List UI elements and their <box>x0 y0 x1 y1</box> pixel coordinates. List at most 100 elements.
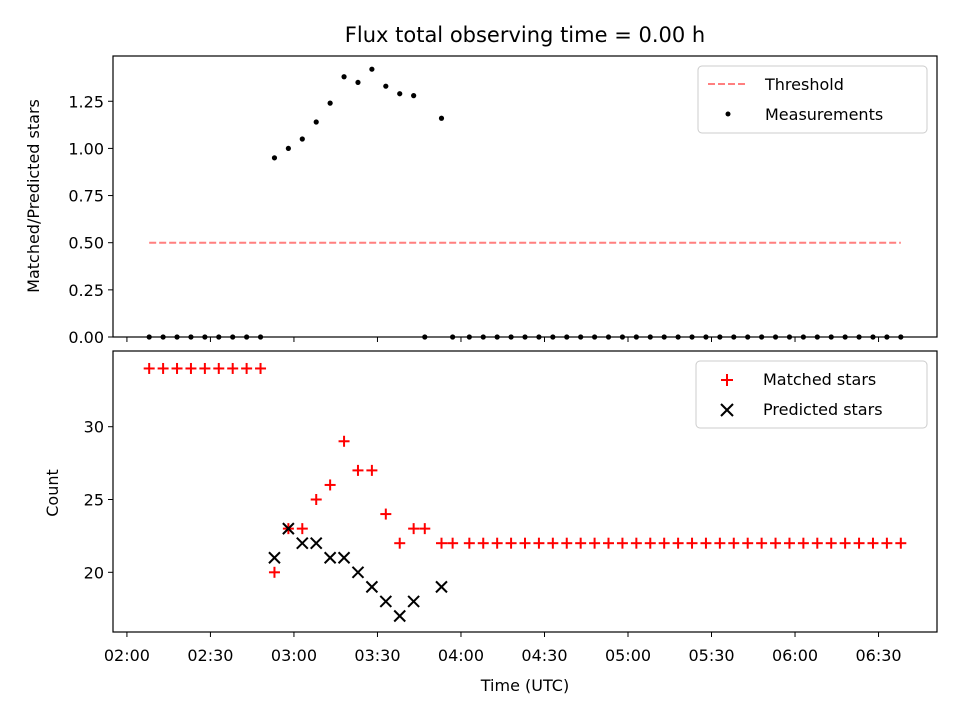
matched-star-point <box>255 362 267 374</box>
matched-star-point <box>714 537 726 549</box>
matched-star-point <box>561 537 573 549</box>
bottom-xtick-label: 03:30 <box>354 646 400 665</box>
bottom-ytick-label: 20 <box>84 563 104 582</box>
matched-star-point <box>853 537 865 549</box>
matched-star-point <box>742 537 754 549</box>
top-axis-ticks: 0.00 0.25 0.50 0.75 1.00 1.25 <box>68 92 880 347</box>
predicted-legend-swatch <box>720 403 734 417</box>
predicted-star-point <box>365 580 379 594</box>
matched-star-point <box>630 537 642 549</box>
matched-star-point <box>447 537 459 549</box>
predicted-marker-b <box>337 551 351 564</box>
predicted-star-point <box>379 595 393 608</box>
measurement-point <box>327 100 333 106</box>
matched-star-point <box>394 537 406 549</box>
bottom-xtick-label: 04:00 <box>438 646 484 665</box>
predicted-star-point <box>296 536 309 550</box>
matched-star-point <box>797 537 809 549</box>
measurement-point <box>397 91 403 97</box>
chart-title: Flux total observing time = 0.00 h <box>345 23 705 47</box>
top-axes-frame <box>112 55 938 338</box>
top-legend: Threshold Measurements <box>697 65 928 134</box>
measurements-legend-label: Measurements <box>765 105 883 124</box>
top-ytick-label: 0.75 <box>68 187 104 206</box>
measurement-point <box>355 79 361 86</box>
matched-star-point <box>505 537 517 549</box>
matched-star-point <box>157 362 169 374</box>
matched-star-point <box>419 523 431 535</box>
predicted-marker-b <box>282 522 295 535</box>
predicted-marker-b <box>296 536 309 550</box>
predicted-star-point <box>268 551 281 564</box>
bottom-xlabel: Time (UTC) <box>480 676 569 695</box>
matched-star-point <box>185 362 197 374</box>
matched-star-point <box>491 537 503 549</box>
bottom-xtick-label: 02:30 <box>187 646 233 665</box>
measurement-point <box>341 74 347 80</box>
predicted-marker-b <box>351 566 365 579</box>
matched-star-point <box>352 464 364 476</box>
predicted-marker-b <box>310 536 323 550</box>
predicted-star-point <box>435 580 448 594</box>
matched-star-point <box>519 537 531 549</box>
matched-star-point <box>366 464 378 476</box>
matched-star-point <box>268 566 280 578</box>
top-ytick-label: 0.25 <box>68 281 104 300</box>
top-ytick-label: 1.00 <box>68 139 104 158</box>
predicted-star-point <box>282 522 295 535</box>
predicted-marker-b <box>435 580 448 594</box>
matched-star-point <box>756 537 768 549</box>
measurement-point <box>271 155 278 161</box>
bottom-ytick-label: 30 <box>84 418 104 437</box>
matched-star-point <box>616 537 628 549</box>
matched-star-point <box>728 537 740 549</box>
predicted-legend-label: Predicted stars <box>763 400 883 419</box>
measurement-point <box>383 83 389 89</box>
top-plot-area <box>146 66 904 340</box>
measurement-point <box>299 136 305 142</box>
matched-star-point <box>199 362 211 374</box>
matched-star-point <box>143 362 155 374</box>
matched-star-point <box>296 523 308 535</box>
top-ylabel: Matched/Predicted stars <box>24 99 43 293</box>
matched-star-point <box>700 537 712 549</box>
matched-star-point <box>895 537 907 549</box>
matched-star-point <box>338 435 350 447</box>
predicted-marker-b <box>268 551 281 564</box>
bottom-ytick-label: 25 <box>84 491 104 510</box>
predicted-star-point <box>407 595 420 608</box>
matched-star-point <box>867 537 879 549</box>
top-ytick-label: 1.25 <box>68 92 104 111</box>
predicted-star-point <box>393 609 406 623</box>
matched-star-point <box>213 362 225 374</box>
matched-star-point <box>672 537 684 549</box>
predicted-marker-b <box>393 609 406 623</box>
bottom-xtick-label: 03:00 <box>271 646 317 665</box>
bottom-xtick-label: 05:30 <box>688 646 734 665</box>
bottom-ylabel: Count <box>43 469 62 517</box>
matched-star-point <box>881 537 893 549</box>
matched-star-point <box>575 537 587 549</box>
bottom-xtick-label: 06:00 <box>772 646 818 665</box>
bottom-axes-frame <box>112 350 938 633</box>
matched-star-point <box>658 537 670 549</box>
measurement-point <box>438 115 445 121</box>
matched-star-point <box>603 537 615 549</box>
matched-star-point <box>310 494 322 506</box>
predicted-marker-b <box>365 580 379 594</box>
matched-star-point <box>227 362 239 374</box>
measurement-point <box>411 93 417 99</box>
matched-star-point <box>380 508 392 520</box>
matched-star-point <box>533 537 545 549</box>
matched-star-point <box>547 537 559 549</box>
bottom-legend: Matched stars Predicted stars <box>695 360 928 429</box>
threshold-legend-label: Threshold <box>764 75 844 94</box>
measurement-point <box>369 66 375 72</box>
bottom-xtick-label: 05:00 <box>605 646 651 665</box>
measurement-point <box>285 145 291 152</box>
top-ytick-label: 0.50 <box>68 234 104 253</box>
matched-star-point <box>783 537 795 549</box>
matched-star-point <box>463 537 475 549</box>
bottom-axis-ticks: 20 25 30 02:00 02:30 03:00 03:30 04:00 04:30 05:0… <box>84 418 902 665</box>
